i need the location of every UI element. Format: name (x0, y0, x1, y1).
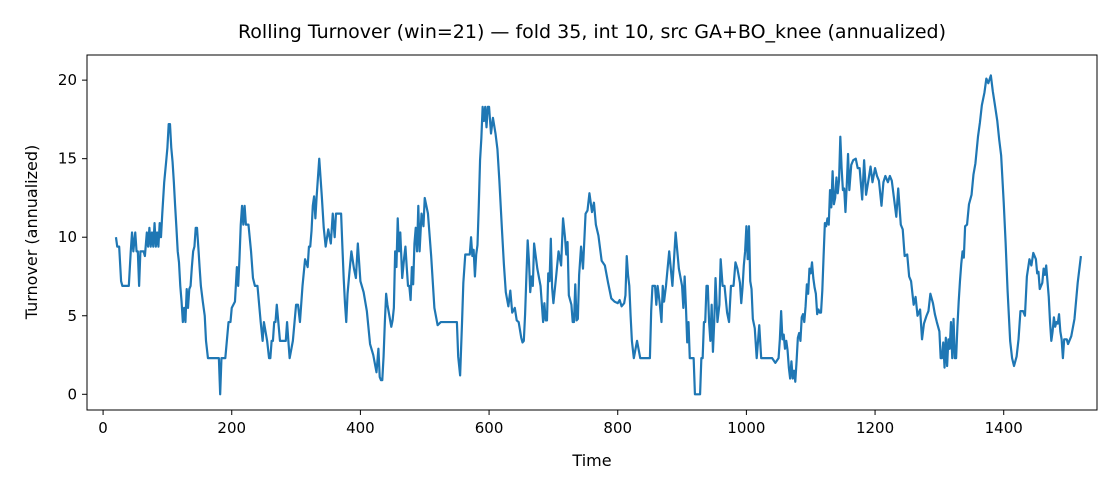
x-tick-label: 400 (346, 419, 375, 437)
turnover-series-line (116, 75, 1081, 394)
y-tick-label: 10 (58, 228, 77, 246)
plot-area (116, 75, 1081, 394)
x-tick-label: 1400 (985, 419, 1023, 437)
y-axis-ticks: 0 5 10 15 20 (58, 71, 87, 403)
x-axis-ticks: 0 200 400 600 800 1000 1200 1400 (98, 410, 1023, 437)
x-tick-label: 0 (98, 419, 108, 437)
y-tick-label: 15 (58, 150, 77, 168)
x-tick-label: 1200 (856, 419, 894, 437)
y-axis-label: Turnover (annualized) (22, 145, 41, 321)
y-tick-label: 20 (58, 71, 77, 89)
x-tick-label: 200 (217, 419, 246, 437)
chart-title: Rolling Turnover (win=21) — fold 35, int… (238, 21, 946, 43)
y-tick-label: 0 (67, 385, 77, 403)
x-tick-label: 800 (603, 419, 632, 437)
x-axis-label: Time (571, 451, 611, 470)
x-tick-label: 600 (475, 419, 504, 437)
x-tick-label: 1000 (727, 419, 765, 437)
y-tick-label: 5 (67, 307, 77, 325)
